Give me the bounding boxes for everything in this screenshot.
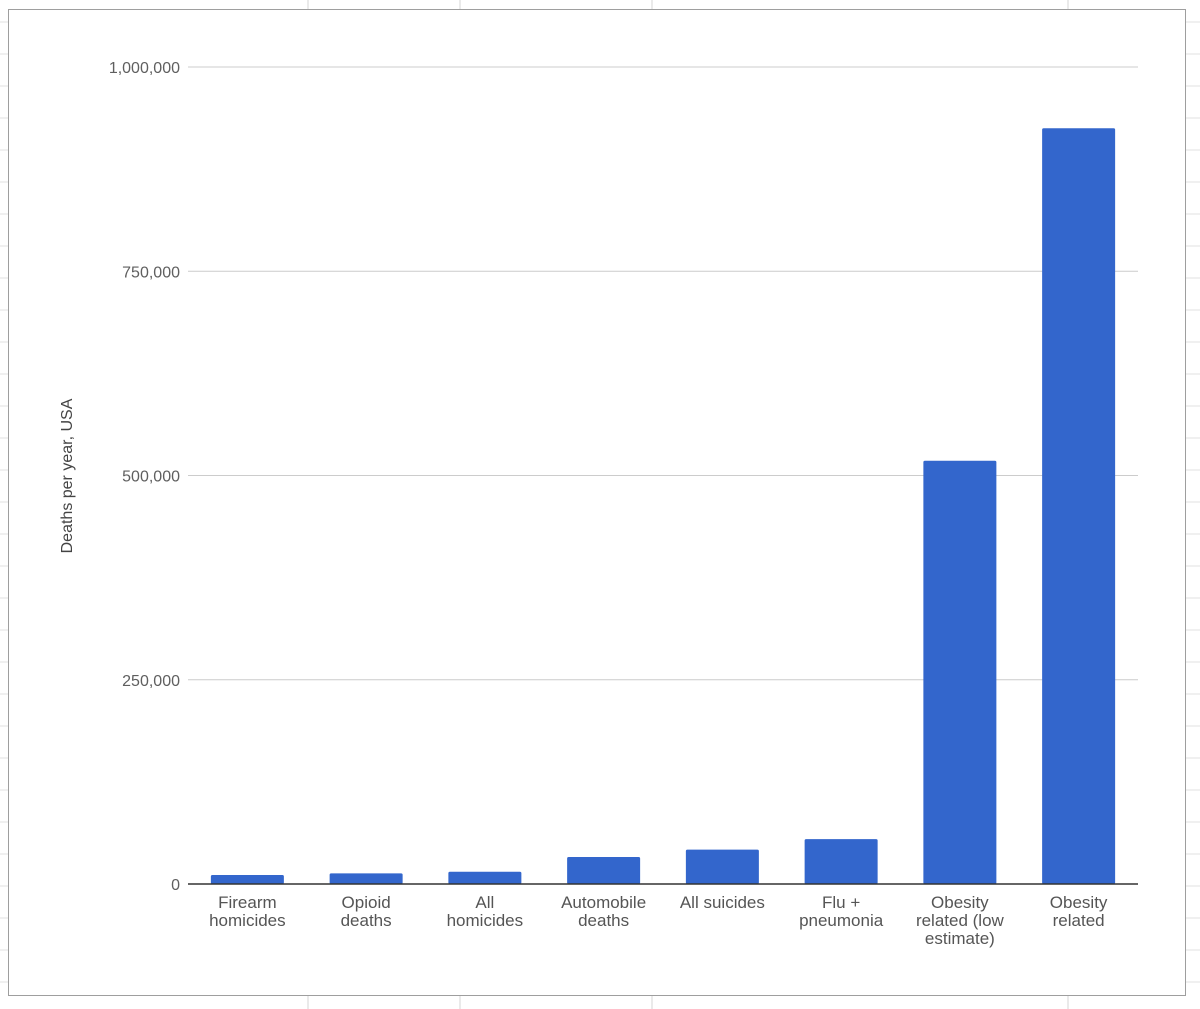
- bar: [685, 849, 759, 884]
- y-tick-label: 1,000,000: [109, 60, 180, 77]
- x-category-label: All homicides: [447, 893, 524, 930]
- y-axis-title: Deaths per year, USA: [59, 398, 76, 553]
- x-category-label: Obesity related: [1050, 893, 1108, 930]
- x-category-label: Obesity related (low estimate): [916, 893, 1005, 948]
- y-axis-tick-labels: 0 250,000 500,000 750,000 1,000,000: [109, 60, 180, 894]
- y-tick-label: 750,000: [122, 264, 180, 281]
- bar: [804, 839, 878, 884]
- y-tick-label: 500,000: [122, 469, 180, 486]
- x-category-label: Firearm homicides: [209, 893, 286, 930]
- bar: [567, 857, 641, 884]
- x-category-label: Opioid deaths: [341, 893, 392, 930]
- y-tick-label: 250,000: [122, 673, 180, 690]
- bar: [923, 460, 997, 884]
- x-category-label: Flu + pneumonia: [799, 893, 884, 930]
- x-category-label: All suicides: [680, 893, 765, 912]
- bar: [210, 875, 284, 884]
- bar: [448, 871, 522, 884]
- bar: [1042, 128, 1116, 884]
- x-category-label: Automobile deaths: [561, 893, 646, 930]
- bar: [329, 873, 403, 884]
- bars: [210, 128, 1116, 884]
- y-tick-label: 0: [171, 877, 180, 894]
- x-axis-category-labels: Firearm homicides Opioid deaths All homicides…: [209, 893, 1108, 948]
